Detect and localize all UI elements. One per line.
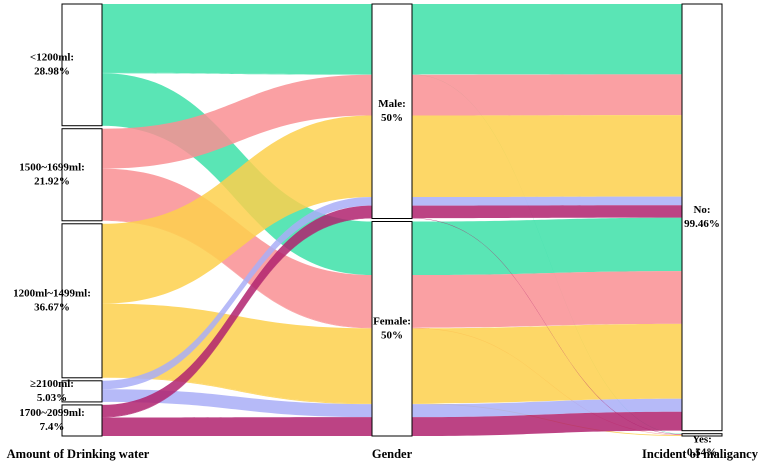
node (371, 221, 413, 437)
node-label: Male: (378, 98, 405, 110)
flow-ribbon (412, 411, 682, 436)
flow-ribbon (102, 376, 372, 405)
node-label: ≥2100ml: (30, 378, 74, 390)
node (61, 380, 103, 403)
node (681, 3, 723, 432)
flow-ribbon (102, 417, 372, 436)
node-label: 1700~2099ml: (19, 407, 85, 419)
node (61, 223, 103, 379)
axis-label: Gender (372, 447, 413, 461)
flow-ribbon (412, 74, 682, 116)
flow-ribbon (412, 398, 682, 418)
node-label: <1200ml: (30, 51, 74, 63)
flow-ribbon (102, 218, 372, 418)
flow-ribbon (102, 205, 372, 418)
flow-ribbon (412, 271, 682, 328)
node-value-label: 21.92% (34, 175, 70, 187)
node-value-label: 50% (381, 112, 403, 124)
flow-ribbon (412, 4, 682, 75)
flow-ribbon (102, 72, 372, 75)
flow-ribbon (412, 205, 682, 219)
flow-ribbon (412, 218, 682, 435)
flows (102, 4, 682, 436)
axis-label: Incident of maligancy (642, 447, 759, 461)
flow-ribbon (412, 115, 682, 198)
node-value-label: 50% (381, 329, 403, 341)
nodes: <1200ml: 28.98% 1500~1699ml: 21.92% 1200ml~1… (7, 3, 759, 461)
node-value-label: 7.4% (40, 421, 65, 433)
node-value-label: 28.98% (34, 65, 70, 77)
flow-ribbon (102, 74, 372, 169)
node (61, 128, 103, 222)
node (61, 404, 103, 437)
node-label: No: (693, 204, 710, 216)
flow-ribbon (102, 220, 372, 329)
node-label: Female: (373, 315, 411, 327)
flow-ribbon (102, 197, 372, 390)
flow-ribbon (102, 4, 372, 75)
flow-ribbon (412, 196, 682, 206)
node-value-label: 5.03% (37, 392, 67, 404)
node-label: 1500~1699ml: (19, 161, 85, 173)
node-value-label: 99.46% (684, 218, 720, 230)
node (61, 3, 103, 127)
node (371, 3, 413, 219)
axis-label: Amount of Drinking water (7, 447, 150, 461)
flow-ribbon (102, 303, 372, 404)
node-value-label: 0.54% (687, 447, 717, 459)
flow-ribbon (102, 115, 372, 304)
node-value-label: 36.67% (34, 301, 70, 313)
flow-ribbon (412, 217, 682, 276)
node-label: 1200ml~1499ml: (13, 287, 91, 299)
node-label: Yes: (692, 434, 712, 446)
node (681, 433, 723, 437)
flow-ribbon (412, 323, 682, 404)
